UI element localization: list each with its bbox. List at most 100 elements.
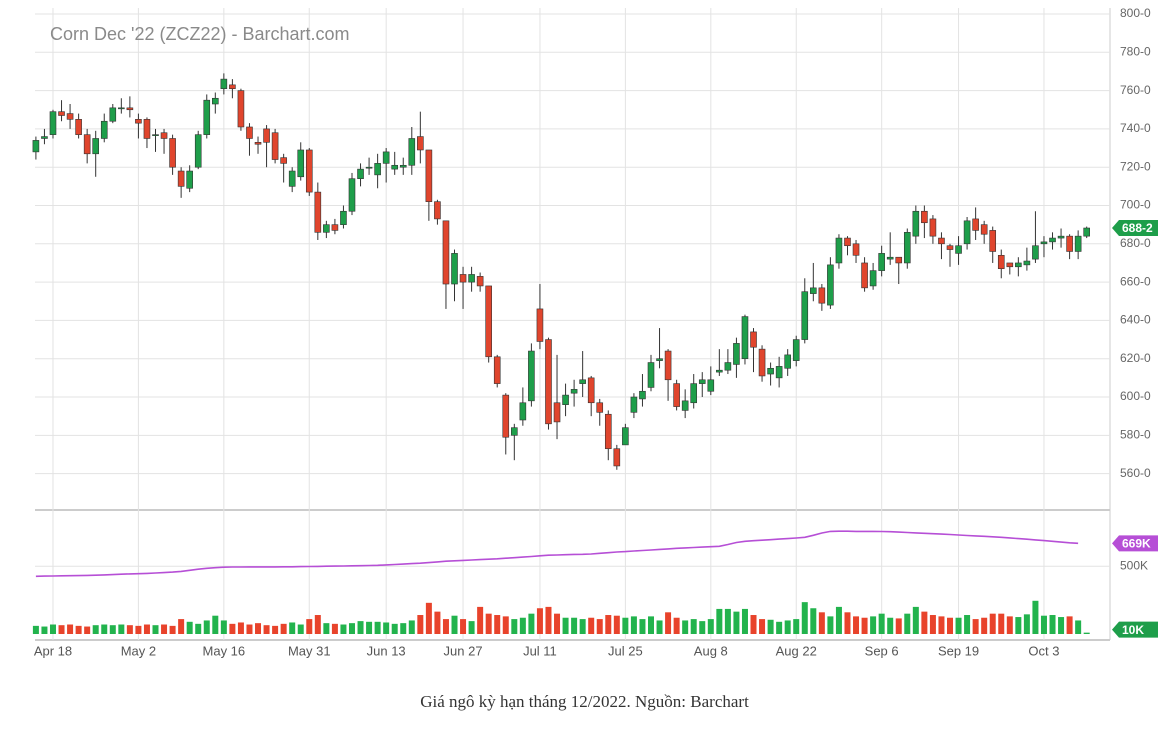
volume-bar (348, 623, 355, 634)
volume-bar (1023, 614, 1030, 634)
candle-body (271, 132, 279, 160)
candle-body (194, 134, 202, 168)
volume-bar (84, 626, 91, 634)
candle-body (92, 138, 100, 155)
candle-body (878, 253, 885, 271)
candle-body (66, 113, 74, 120)
volume-bar (195, 623, 202, 634)
candle-body (1023, 260, 1031, 266)
candle-body (579, 379, 586, 384)
volume-bar (605, 615, 612, 634)
candle-body (374, 163, 381, 176)
volume-bar (169, 625, 176, 634)
chart: 800-0 780-0 760-0 740-0 720-0 700-0 680-0 660-0… (32, 6, 1158, 658)
volume-bar (647, 616, 654, 634)
volume-bar (536, 608, 543, 634)
candle-body (545, 339, 552, 425)
volume-bar (895, 618, 902, 634)
volume-bar (861, 617, 868, 634)
candle-body (792, 339, 800, 361)
candle-body (912, 210, 920, 237)
volume-bar (1040, 615, 1047, 634)
candle-body (408, 138, 416, 166)
candle-body (741, 316, 749, 360)
volume-bar (810, 608, 817, 634)
volume-tag (1112, 621, 1158, 638)
volume-bar (699, 621, 706, 634)
candle-body (698, 379, 706, 384)
volume-bar (67, 624, 74, 634)
volume-bar (793, 619, 800, 634)
volume-bar (255, 623, 262, 634)
candle-body (818, 287, 826, 304)
volume-bar (143, 624, 150, 634)
candle-body (528, 350, 535, 402)
candle-body (587, 377, 595, 404)
x-tick-label: Aug 22 (776, 643, 817, 658)
volume-bar (733, 611, 740, 634)
open-interest-tag-label: 669K (1122, 536, 1151, 550)
candle-body (417, 136, 424, 151)
volume-bar (434, 611, 441, 634)
candle-body (801, 291, 809, 340)
price-tag (1112, 220, 1158, 237)
volume-bar (494, 615, 501, 634)
volume-bar (1015, 617, 1022, 634)
volume-bar (1049, 615, 1056, 634)
candle-body (613, 448, 621, 467)
volume-bar (460, 619, 467, 634)
candle-body (254, 142, 262, 145)
candle-body (297, 149, 305, 178)
volume-bar (562, 617, 569, 634)
volume-bar (331, 623, 338, 634)
candle-body (246, 126, 253, 139)
candle-body (32, 140, 40, 153)
volume-bar (135, 625, 142, 634)
candle-body (1006, 262, 1014, 268)
candle-body (562, 394, 569, 405)
candle-body (357, 168, 364, 179)
volume-bar (75, 625, 82, 634)
volume-bar (964, 615, 971, 634)
volume-bar (912, 606, 919, 634)
candle-body (323, 224, 330, 233)
candle-body (109, 107, 117, 122)
volume-bar (656, 620, 663, 634)
candle-body (1057, 235, 1065, 239)
volume-bar (229, 623, 236, 634)
candle-body (100, 120, 108, 139)
x-tick-label: Jun 13 (367, 643, 406, 658)
candle-body (203, 99, 211, 135)
candle-body (963, 220, 971, 245)
candle-body (536, 308, 544, 342)
candle-body (331, 224, 339, 231)
candle-body (1074, 235, 1082, 252)
candle-body (622, 427, 629, 446)
y-tick-label: 500K (1120, 558, 1148, 572)
candle-body (604, 413, 612, 450)
volume-bar (870, 616, 877, 634)
candle-body (476, 276, 484, 287)
volume-bar (451, 615, 458, 634)
volume-bar (776, 621, 783, 634)
candle-body (348, 178, 356, 212)
candle-body (493, 356, 501, 384)
volume-bar (613, 615, 620, 634)
caption: Giá ngô kỳ hạn tháng 12/2022. Nguồn: Bar… (420, 692, 749, 711)
open-interest-line (35, 530, 1079, 578)
volume-bar (835, 606, 842, 634)
volume-bar (682, 620, 689, 634)
candle-body (750, 331, 757, 348)
y-tick-label: 800-0 (1120, 6, 1151, 20)
candle-body (118, 107, 125, 110)
volume-bar (502, 616, 509, 634)
candle-body (135, 119, 142, 124)
candle-body (186, 170, 193, 189)
candle-body (707, 379, 715, 392)
volume-bar (579, 619, 586, 634)
volume-bar (596, 619, 603, 634)
candle-body (972, 218, 979, 231)
candle-body (886, 256, 894, 260)
candle-body (451, 253, 458, 285)
y-tick-label: 580-0 (1120, 427, 1151, 441)
